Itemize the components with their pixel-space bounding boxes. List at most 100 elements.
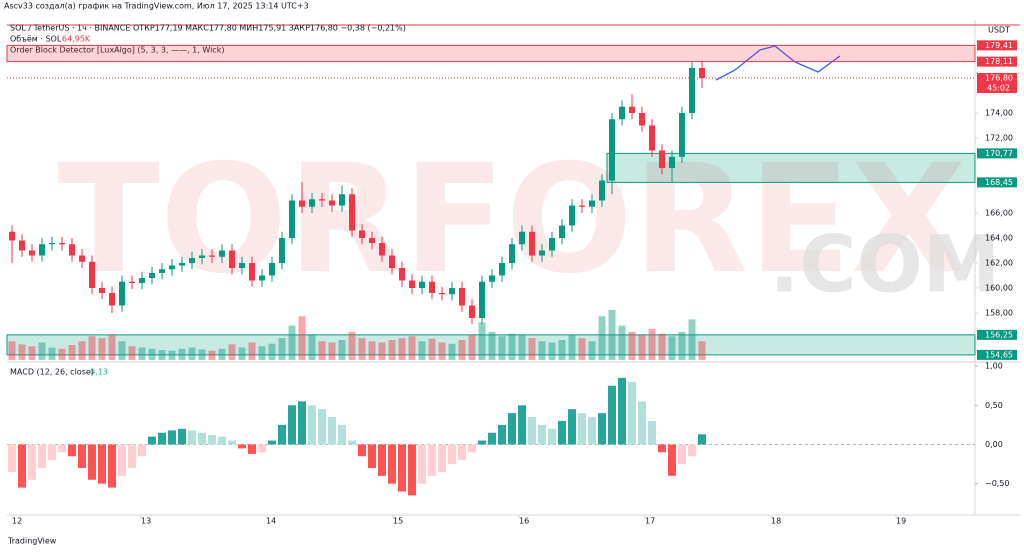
- macd-bar: [418, 444, 426, 484]
- candle-body: [379, 243, 385, 256]
- candle-body: [119, 281, 125, 306]
- macd-bar: [48, 444, 56, 461]
- currency: USDT: [988, 26, 1010, 35]
- candle-body: [519, 231, 525, 245]
- volume-bar: [538, 341, 546, 360]
- macd-tick-label: 1,00: [985, 362, 1003, 371]
- candle-body: [169, 265, 175, 270]
- x-tick-label: 14: [266, 517, 276, 526]
- volume-bar: [568, 335, 576, 360]
- macd-bar: [698, 434, 706, 445]
- macd-bar: [528, 417, 536, 445]
- price-label-bg: [977, 349, 1017, 360]
- candle-body: [199, 255, 205, 258]
- price-label: 168,45: [985, 178, 1013, 187]
- candle-body: [129, 281, 135, 283]
- macd-bar: [88, 444, 96, 480]
- volume-bar: [318, 341, 326, 360]
- x-tick-label: 17: [645, 517, 655, 526]
- candle-body: [339, 194, 345, 206]
- order-block: [6, 44, 976, 63]
- volume-bar: [278, 338, 286, 360]
- volume-bar: [178, 348, 186, 360]
- macd-bar: [288, 405, 296, 445]
- indicator-name: Order Block Detector [LuxAlgo] (5, 3, 3,…: [10, 46, 224, 55]
- last-price-label: 176,80: [985, 74, 1013, 83]
- price-label-bg: [977, 148, 1017, 159]
- volume-bar: [668, 336, 676, 360]
- candle-body: [279, 238, 285, 263]
- candle-body: [669, 156, 675, 168]
- macd-tick-label: 0,00: [985, 440, 1003, 449]
- volume-bar: [358, 338, 366, 360]
- volume-name: Объём · SOL: [10, 35, 62, 44]
- candle-body: [319, 199, 325, 201]
- volume-bar: [288, 325, 296, 360]
- candle-body: [39, 244, 45, 256]
- candle-body: [219, 250, 225, 257]
- candle-body: [109, 293, 115, 306]
- macd-bar: [348, 440, 356, 445]
- macd-bar: [608, 385, 616, 445]
- volume-bar: [408, 336, 416, 360]
- x-tick-label: 13: [141, 517, 151, 526]
- volume-bar: [328, 342, 336, 360]
- macd-bar: [668, 444, 676, 476]
- volume-bar: [578, 338, 586, 360]
- candle-body: [99, 288, 105, 293]
- volume-bar: [648, 328, 656, 360]
- price-label: 178,11: [985, 57, 1013, 66]
- candle-body: [569, 205, 575, 226]
- macd-bar: [658, 444, 666, 453]
- price-label-bg: [977, 177, 1017, 188]
- countdown: 45:02: [987, 84, 1010, 93]
- last-price-bg: [977, 73, 1017, 93]
- macd-bar: [638, 401, 646, 445]
- macd-bar: [188, 430, 196, 445]
- candle-body: [499, 263, 505, 276]
- macd-bar: [128, 444, 136, 468]
- volume-bar: [68, 345, 76, 360]
- macd-bar: [438, 444, 446, 472]
- candle-body: [599, 180, 605, 201]
- y-tick-label: 162,00: [985, 259, 1013, 268]
- volume-bar: [528, 338, 536, 360]
- macd-bar: [38, 444, 46, 468]
- macd-bar: [688, 444, 696, 457]
- volume-bar: [498, 336, 506, 360]
- macd-bar: [618, 377, 626, 445]
- candle-body: [699, 68, 705, 78]
- volume-bar: [658, 333, 666, 360]
- macd-bar: [338, 424, 346, 445]
- volume-bar: [98, 338, 106, 360]
- price-label-bg: [977, 40, 1017, 51]
- macd-bar: [318, 409, 326, 445]
- candle-body: [209, 255, 215, 257]
- candle-body: [69, 244, 75, 256]
- candle-body: [239, 263, 245, 268]
- candle-body: [29, 250, 35, 256]
- candle-body: [49, 243, 55, 245]
- macd-bar: [598, 413, 606, 445]
- x-tick-label: 18: [771, 517, 781, 526]
- candle-body: [589, 200, 595, 207]
- macd-bar: [508, 413, 516, 445]
- macd-bar: [478, 440, 486, 445]
- macd-bar: [68, 444, 76, 457]
- volume-bar: [28, 346, 36, 360]
- macd-bar: [138, 444, 146, 457]
- x-tick-label: 16: [519, 517, 529, 526]
- candle-body: [259, 275, 265, 281]
- volume-bar: [258, 346, 266, 360]
- volume-bar: [558, 340, 566, 360]
- volume-bar: [218, 348, 226, 360]
- volume-bar: [478, 322, 486, 360]
- macd-bar: [448, 444, 456, 465]
- macd-bar: [358, 444, 366, 457]
- macd-bar: [328, 417, 336, 445]
- candle-body: [629, 106, 635, 113]
- macd-bar: [58, 444, 66, 453]
- volume-bar: [348, 331, 356, 360]
- candle-body: [559, 225, 565, 238]
- x-tick-label: 12: [12, 517, 22, 526]
